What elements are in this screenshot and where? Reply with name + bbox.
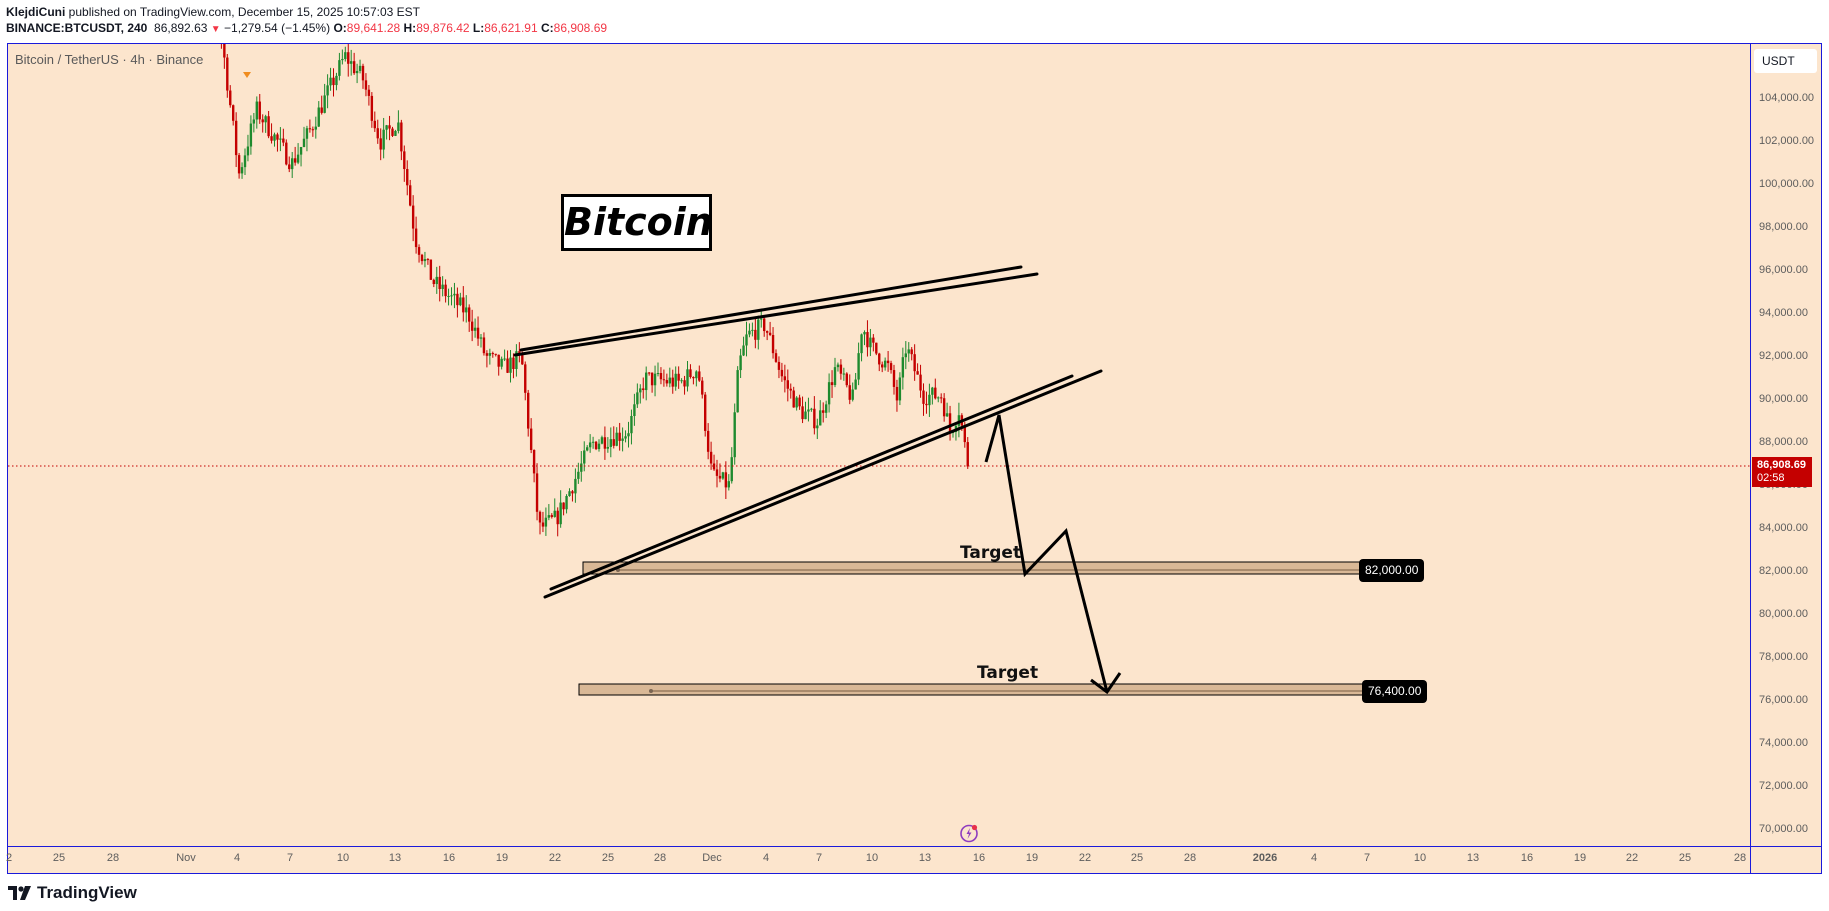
price-tick: 70,000.00 xyxy=(1759,823,1808,835)
time-tick: 25 xyxy=(1678,852,1692,864)
price-tick: 100,000.00 xyxy=(1759,178,1815,190)
time-tick: 10 xyxy=(336,852,350,864)
price-tick: 96,000.00 xyxy=(1759,264,1808,276)
last-price-badge: 86,908.69 02:58 xyxy=(1752,457,1812,487)
candles-layer xyxy=(220,44,969,537)
down-arrow-icon: ▼ xyxy=(210,24,221,35)
change-value: −1,279.54 (−1.45%) xyxy=(224,21,331,35)
chart-pane[interactable] xyxy=(7,43,1822,874)
wedge-upper-line-1 xyxy=(519,265,1023,352)
wedge-lower-line-2 xyxy=(543,369,1103,599)
time-tick: 13 xyxy=(918,852,932,864)
time-tick: Nov xyxy=(176,852,196,864)
tradingview-logo[interactable]: TradingView xyxy=(8,883,137,903)
time-tick: 19 xyxy=(1025,852,1039,864)
price-tick: 92,000.00 xyxy=(1759,350,1808,362)
time-tick: 25 xyxy=(601,852,615,864)
price-tick: 72,000.00 xyxy=(1759,780,1808,792)
time-tick: 25 xyxy=(52,852,66,864)
price-tick: 98,000.00 xyxy=(1759,221,1808,233)
price-tick: 80,000.00 xyxy=(1759,608,1808,620)
price-tick: 76,000.00 xyxy=(1759,694,1808,706)
price-tick: 102,000.00 xyxy=(1759,135,1815,147)
time-tick: Dec xyxy=(702,852,722,864)
time-tick: 16 xyxy=(1520,852,1534,864)
time-tick: 19 xyxy=(495,852,509,864)
price-tick: 94,000.00 xyxy=(1759,307,1808,319)
rising-wedge[interactable] xyxy=(513,265,1103,599)
low-value: 86,621.91 xyxy=(484,21,538,35)
brand-name: TradingView xyxy=(37,883,137,902)
time-tick: 28 xyxy=(653,852,667,864)
price-tick: 84,000.00 xyxy=(1759,522,1808,534)
target-zone-76400[interactable] xyxy=(578,683,1364,696)
close-label: C: xyxy=(540,21,554,35)
currency-selector[interactable]: USDT xyxy=(1754,49,1817,73)
price-tick: 74,000.00 xyxy=(1759,737,1808,749)
target-label-1[interactable]: Target xyxy=(960,543,1022,563)
time-tick: 13 xyxy=(1466,852,1480,864)
time-tick: 22 xyxy=(1078,852,1092,864)
publish-info: KlejdiCuni published on TradingView.com,… xyxy=(6,5,420,19)
close-value: 86,908.69 xyxy=(553,21,608,35)
price-tick: 82,000.00 xyxy=(1759,565,1808,577)
time-tick: 10 xyxy=(865,852,879,864)
time-tick: 28 xyxy=(106,852,120,864)
author-name[interactable]: KlejdiCuni xyxy=(6,5,66,19)
time-tick: 7 xyxy=(286,852,294,864)
price-tick: 78,000.00 xyxy=(1759,651,1808,663)
time-tick: 4 xyxy=(233,852,241,864)
high-value: 89,876.42 xyxy=(416,21,470,35)
wedge-lower-line-1 xyxy=(549,374,1074,591)
time-axis-divider xyxy=(7,846,1822,847)
time-tick: 7 xyxy=(815,852,823,864)
price-label-76400: 76,400.00 xyxy=(1362,680,1428,703)
time-tick: 2026 xyxy=(1252,852,1278,864)
time-tick: 4 xyxy=(1310,852,1318,864)
last-price-value: 86,908.69 xyxy=(1757,459,1806,471)
price-axis-divider xyxy=(1750,43,1751,874)
target-label-2[interactable]: Target xyxy=(977,663,1039,683)
lightning-icon[interactable] xyxy=(959,823,979,843)
time-tick: 16 xyxy=(442,852,456,864)
bar-countdown: 02:58 xyxy=(1757,472,1785,484)
time-tick: 10 xyxy=(1413,852,1427,864)
time-tick: 28 xyxy=(1733,852,1747,864)
tradingview-logo-icon xyxy=(8,886,31,900)
open-label: O: xyxy=(333,21,347,35)
published-text: published on TradingView.com, December 1… xyxy=(65,5,421,19)
price-tick: 104,000.00 xyxy=(1759,92,1815,104)
symbol-title: Bitcoin / TetherUS · 4h · Binance xyxy=(15,52,204,67)
time-tick: 7 xyxy=(1363,852,1371,864)
arrow-head-icon xyxy=(1090,672,1122,695)
wedge-upper-line-2 xyxy=(513,272,1039,357)
time-tick: 4 xyxy=(762,852,770,864)
target-zone-82000[interactable] xyxy=(582,561,1364,575)
high-label: H: xyxy=(403,21,417,35)
price-tick: 88,000.00 xyxy=(1759,436,1808,448)
time-tick: 2 xyxy=(5,852,13,864)
price-tick: 90,000.00 xyxy=(1759,393,1808,405)
open-value: 89,641.28 xyxy=(346,21,401,35)
time-tick: 19 xyxy=(1573,852,1587,864)
bitcoin-title-annotation[interactable]: Bitcoin xyxy=(561,194,713,251)
price-label-82000: 82,000.00 xyxy=(1359,559,1425,582)
symbol-info: BINANCE:BTCUSDT, 240 86,892.63 ▼ −1,279.… xyxy=(6,21,607,35)
low-label: L: xyxy=(472,21,485,35)
projection-path[interactable] xyxy=(984,414,1109,693)
time-tick: 28 xyxy=(1183,852,1197,864)
symbol: BINANCE:BTCUSDT, 240 xyxy=(6,21,148,35)
time-tick: 13 xyxy=(388,852,402,864)
time-tick: 22 xyxy=(1625,852,1639,864)
time-tick: 25 xyxy=(1130,852,1144,864)
last-value: 86,892.63 xyxy=(154,21,208,35)
time-tick: 22 xyxy=(548,852,562,864)
time-tick: 16 xyxy=(972,852,986,864)
